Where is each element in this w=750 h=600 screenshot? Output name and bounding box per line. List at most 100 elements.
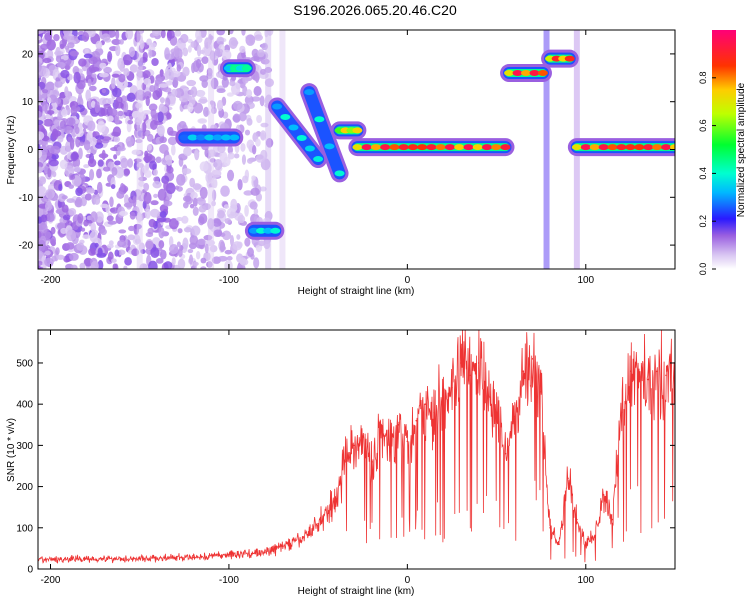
noise-speckle [106,215,114,222]
noise-speckle [106,98,115,105]
noise-speckle [219,241,226,253]
noise-speckle [47,110,55,115]
noise-speckle [241,30,246,36]
snr-data-point [406,440,409,443]
noise-speckle [39,176,47,185]
noise-speckle [152,163,157,171]
noise-speckle [221,230,232,241]
noise-speckle [53,119,60,127]
noise-speckle [149,84,156,93]
snr-data-point [361,436,364,438]
noise-speckle [38,206,44,218]
noise-speckle [150,108,157,119]
noise-speckle [46,96,52,104]
noise-speckle [125,136,135,147]
noise-speckle [253,86,262,97]
noise-speckle [148,260,158,269]
snr-data-point [424,403,426,405]
snr-data-point [495,411,498,414]
snr-data-point [486,395,489,397]
noise-speckle [174,30,182,37]
noise-speckle [54,50,64,56]
snr-data-point [397,423,400,426]
noise-speckle [157,188,167,201]
noise-speckle [226,256,233,261]
noise-speckle [107,220,117,225]
noise-speckle [189,203,195,209]
noise-speckle [127,119,134,125]
noise-speckle [238,111,247,122]
noise-speckle [200,257,207,264]
noise-speckle [159,204,169,213]
noise-speckle [132,195,137,208]
noise-speckle [148,49,153,59]
noise-speckle [117,239,127,248]
x-tick-label: -200 [40,575,60,586]
noise-speckle [100,107,108,117]
noise-speckle [250,187,260,196]
noise-speckle [242,76,249,84]
noise-speckle [83,164,90,169]
noise-speckle [117,58,125,70]
snr-data-point [647,378,650,381]
noise-speckle [216,30,225,36]
noise-speckle [70,151,78,162]
y-tick-label: 10 [22,97,34,108]
noise-speckle [74,126,80,135]
y-tick-label: 0 [27,145,33,156]
noise-speckle [100,228,107,236]
noise-speckle [54,80,63,88]
feature-peak [537,70,548,77]
noise-speckle [69,174,76,180]
noise-speckle [148,218,156,228]
noise-speckle [59,120,67,130]
feature-peak [241,65,252,72]
noise-speckle [127,158,134,168]
noise-speckle [126,92,136,102]
noise-speckle [240,143,246,152]
noise-speckle [111,38,122,46]
feature-glow [303,86,346,180]
noise-speckle [257,49,265,58]
noise-speckle [149,208,160,218]
noise-speckle [176,64,182,72]
noise-speckle [190,191,198,200]
snr-data-point [344,461,346,463]
feature-band [541,49,579,68]
noise-speckle [88,85,97,92]
x-tick-label: 0 [405,575,411,586]
noise-speckle [183,146,192,157]
noise-speckle [229,80,236,87]
spectrogram-xlabel: Height of straight line (km) [298,286,415,297]
noise-speckle [105,204,110,214]
noise-speckle [187,45,192,53]
feature-peak [179,134,190,141]
feature-peak [220,134,231,141]
noise-speckle [123,265,128,269]
noise-speckle [65,242,75,250]
noise-speckle [111,258,117,263]
feature-peak [529,70,540,77]
noise-speckle [94,242,99,248]
noise-streak [208,30,215,269]
noise-speckle [81,227,86,232]
page-title: S196.2026.065.20.46.C20 [293,2,457,18]
noise-speckle [171,88,178,97]
feature-peak [272,103,283,110]
feature-peak [670,144,675,151]
noise-speckle [216,88,226,94]
noise-speckle [200,266,207,269]
snr-data-point [638,374,641,377]
noise-speckle [102,166,111,172]
noise-speckle [88,56,98,65]
y-tick-label: 200 [16,482,33,493]
noise-speckle [120,182,125,192]
feature-peak [229,134,240,141]
feature-peak [352,144,363,151]
feature-peak [313,156,324,163]
noise-speckle [196,44,202,57]
noise-speckle [107,51,113,62]
noise-speckle [114,249,120,257]
noise-speckle [237,178,243,191]
noise-speckle [95,40,103,50]
